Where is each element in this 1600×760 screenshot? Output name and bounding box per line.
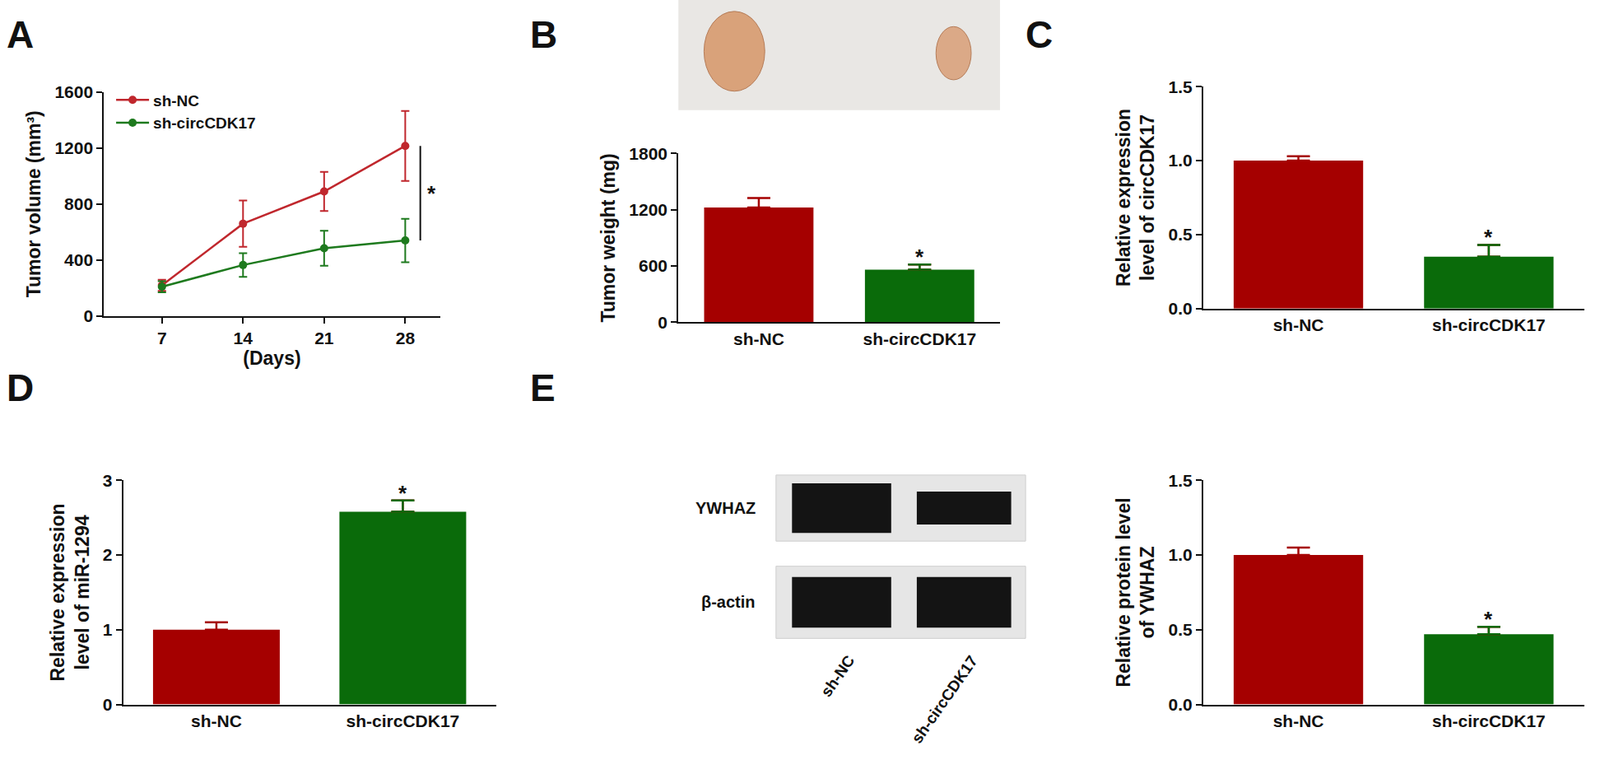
svg-text:Tumor volume (mm³): Tumor volume (mm³) <box>23 110 45 298</box>
svg-text:0.5: 0.5 <box>1167 224 1193 244</box>
svg-text:sh-NC: sh-NC <box>1273 711 1325 731</box>
svg-text:A: A <box>6 13 34 56</box>
svg-text:0: 0 <box>657 312 668 332</box>
svg-text:Relative protein levelof YWHAZ: Relative protein levelof YWHAZ <box>1112 497 1159 687</box>
svg-text:0.5: 0.5 <box>1167 619 1193 639</box>
svg-text:*: * <box>1483 224 1494 250</box>
svg-text:sh-NC: sh-NC <box>153 92 200 110</box>
svg-text:21: 21 <box>314 328 335 348</box>
svg-text:*: * <box>398 480 408 506</box>
svg-text:Relative expressionlevel of mi: Relative expressionlevel of miR-1294 <box>46 502 94 681</box>
svg-text:1: 1 <box>102 619 113 639</box>
svg-text:E: E <box>530 366 556 410</box>
svg-text:sh-circCDK17: sh-circCDK17 <box>153 114 256 132</box>
svg-text:sh-NC: sh-NC <box>190 711 242 731</box>
svg-text:sh-circCDK17: sh-circCDK17 <box>1432 315 1546 335</box>
svg-text:400: 400 <box>64 250 94 270</box>
svg-text:2: 2 <box>102 544 113 564</box>
svg-text:B: B <box>530 13 558 56</box>
svg-text:1.5: 1.5 <box>1167 77 1193 97</box>
svg-text:0: 0 <box>83 306 94 326</box>
svg-text:3: 3 <box>102 470 113 490</box>
svg-text:Tumor weight (mg): Tumor weight (mg) <box>597 153 619 322</box>
svg-text:600: 600 <box>638 255 668 275</box>
svg-text:7: 7 <box>157 328 168 348</box>
svg-text:1200: 1200 <box>54 138 94 158</box>
svg-text:sh-circCDK17: sh-circCDK17 <box>907 651 982 746</box>
svg-text:sh-NC: sh-NC <box>817 651 858 700</box>
svg-text:sh-circCDK17: sh-circCDK17 <box>1432 711 1546 731</box>
svg-text:C: C <box>1025 13 1053 56</box>
svg-text:1200: 1200 <box>628 200 668 219</box>
svg-text:YWHAZ: YWHAZ <box>695 498 756 517</box>
svg-text:0.0: 0.0 <box>1167 694 1192 714</box>
svg-text:(Days): (Days) <box>242 347 301 369</box>
svg-text:1.5: 1.5 <box>1167 470 1193 490</box>
svg-text:28: 28 <box>395 328 416 348</box>
svg-text:0: 0 <box>102 694 113 714</box>
svg-text:800: 800 <box>64 194 94 214</box>
svg-text:1.0: 1.0 <box>1167 150 1192 170</box>
svg-text:sh-NC: sh-NC <box>733 329 785 349</box>
svg-text:sh-circCDK17: sh-circCDK17 <box>862 329 977 349</box>
svg-text:*: * <box>427 181 437 206</box>
svg-text:1800: 1800 <box>628 144 668 163</box>
svg-text:1600: 1600 <box>54 82 94 102</box>
svg-text:1.0: 1.0 <box>1167 544 1192 564</box>
svg-text:Relative expressionlevel of ci: Relative expressionlevel of circCDK17 <box>1112 108 1159 287</box>
svg-text:*: * <box>1483 606 1494 632</box>
svg-text:sh-NC: sh-NC <box>1273 315 1325 335</box>
svg-text:sh-circCDK17: sh-circCDK17 <box>346 711 461 731</box>
svg-text:β-actin: β-actin <box>701 592 756 611</box>
svg-text:14: 14 <box>233 328 254 348</box>
svg-text:*: * <box>915 244 925 270</box>
svg-text:D: D <box>6 366 34 410</box>
svg-text:0.0: 0.0 <box>1167 298 1192 318</box>
